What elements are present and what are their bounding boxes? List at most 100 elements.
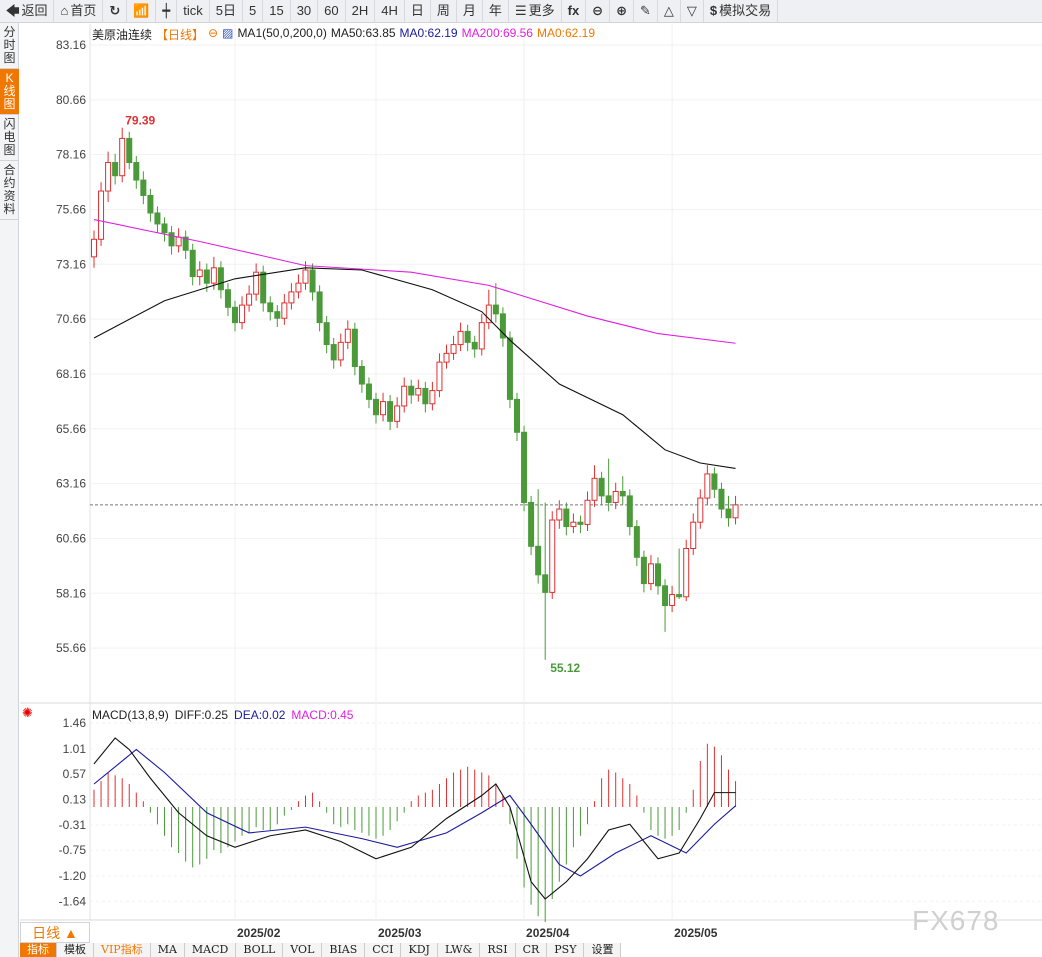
candle-body — [133, 162, 140, 181]
candle-body — [274, 311, 281, 319]
period-selector[interactable]: 日线 ▲ — [20, 922, 90, 943]
toolbar-button-周[interactable]: 周 — [431, 0, 457, 22]
candle — [499, 307, 506, 347]
indicator-tab-模板[interactable]: 模板 — [57, 943, 94, 957]
toolbar-button-zoom-in[interactable]: ⊕ — [610, 0, 634, 22]
candle — [253, 263, 260, 301]
indicator-tab-指标[interactable]: 指标 — [20, 943, 57, 957]
candle-body — [168, 232, 175, 247]
indicator-tab-RSI[interactable]: RSI — [480, 943, 516, 957]
candle-body — [436, 361, 443, 392]
macd-settings-icon[interactable]: ✺ — [22, 705, 33, 720]
candle-body — [408, 385, 415, 396]
candle-body — [683, 548, 690, 598]
candle-body — [358, 365, 365, 385]
toolbar-button-4H[interactable]: 4H — [375, 0, 405, 22]
price-tick-label: 63.16 — [56, 477, 86, 491]
candle — [168, 226, 175, 255]
toolbar-button-bar-chart[interactable]: 📶 — [127, 0, 157, 22]
candle-body — [570, 521, 577, 528]
left-tab-kline[interactable]: K线图 — [0, 69, 19, 115]
candle — [591, 465, 598, 507]
indicator-tab-KDJ[interactable]: KDJ — [401, 943, 438, 957]
candle — [655, 557, 661, 595]
indicator-tab-BOLL[interactable]: BOLL — [236, 943, 284, 957]
candle-body — [246, 293, 253, 306]
indicator-tab-MACD[interactable]: MACD — [184, 943, 237, 957]
toolbar-button-2H[interactable]: 2H — [346, 0, 376, 22]
candle — [408, 379, 415, 404]
toolbar-button-日[interactable]: 日 — [405, 0, 431, 22]
toolbar-button-5日[interactable]: 5日 — [210, 0, 243, 22]
toolbar-button-tick[interactable]: tick — [177, 0, 210, 22]
candle-body — [655, 563, 661, 587]
candle — [358, 359, 365, 393]
candle — [422, 381, 429, 413]
candle — [492, 283, 499, 323]
candle — [535, 489, 542, 584]
candle — [676, 548, 683, 599]
candle — [598, 471, 605, 505]
toolbar-button-triangle-up[interactable]: △ — [658, 0, 681, 22]
triangle-down-icon: ▽ — [686, 3, 697, 18]
candle-body — [619, 490, 626, 497]
left-tab-contract-info[interactable]: 合约资料 — [0, 161, 19, 220]
candle-body — [647, 563, 654, 585]
candle — [112, 153, 119, 185]
indicator-tab-PSY[interactable]: PSY — [547, 943, 585, 957]
candle-body — [563, 508, 570, 528]
settings-icon[interactable]: ⊖ — [208, 26, 219, 40]
indicator-tab-BIAS[interactable]: BIAS — [322, 943, 366, 957]
toolbar-button-30[interactable]: 30 — [291, 0, 319, 22]
toolbar-button-5[interactable]: 5 — [243, 0, 264, 22]
toolbar-button-更多[interactable]: ☰ 更多 — [509, 0, 562, 22]
toolbar-button-返回[interactable]: 🡄 返回 — [0, 0, 55, 22]
candle-body — [640, 556, 647, 585]
toolbar-button-年[interactable]: 年 — [483, 0, 509, 22]
candle — [267, 296, 274, 321]
candle-body — [295, 282, 302, 293]
toolbar-button-candlestick[interactable]: ┿ — [156, 0, 178, 22]
toolbar-button-refresh[interactable]: ↻ — [103, 0, 128, 22]
candle-body — [224, 289, 231, 308]
toolbar-button-pen[interactable]: ✎ — [634, 0, 658, 22]
candle-body — [506, 337, 513, 400]
indicator-icon[interactable]: ▨ — [222, 26, 234, 40]
toolbar-button-月[interactable]: 月 — [457, 0, 483, 22]
toolbar-button-triangle-down[interactable]: ▽ — [681, 0, 704, 22]
indicator-tab-MA[interactable]: MA — [150, 943, 185, 957]
zoom-out-icon: ⊖ — [592, 3, 604, 18]
indicator-tab-CCI[interactable]: CCI — [365, 943, 402, 957]
indicator-tabs: 指标 模板 VIP指标 MA MACD BOLL VOL BIAS CCI KDJ LW& RSI CR… — [20, 943, 622, 957]
left-tab-time-chart[interactable]: 分时图 — [0, 23, 19, 69]
candle-body — [450, 344, 457, 354]
candle — [323, 316, 330, 354]
toolbar-button-60[interactable]: 60 — [318, 0, 346, 22]
candle-body — [478, 322, 485, 350]
candle — [98, 182, 105, 246]
toolbar-button-zoom-out[interactable]: ⊖ — [586, 0, 611, 22]
candle — [196, 261, 203, 286]
price-tick-label: 68.16 — [56, 367, 86, 381]
toolbar-button-15[interactable]: 15 — [263, 0, 291, 22]
x-tick-label: 2025/02 — [237, 926, 281, 940]
left-tab-flash-chart[interactable]: 闪电图 — [0, 115, 19, 161]
macd-tick-label: -0.31 — [59, 818, 87, 832]
candle — [436, 353, 443, 398]
toolbar-button-formula[interactable]: fx — [562, 0, 587, 22]
indicator-tab-VIP指标[interactable]: VIP指标 — [94, 943, 151, 957]
macd-tick-label: -1.64 — [59, 894, 87, 908]
toolbar-label: 模拟交易 — [719, 3, 772, 18]
indicator-tab-设置[interactable]: 设置 — [584, 943, 622, 957]
diff-value: DIFF:0.25 — [174, 708, 229, 722]
indicator-tab-CR[interactable]: CR — [515, 943, 548, 957]
candle — [478, 313, 485, 356]
candle-body — [351, 328, 358, 367]
candle-body — [337, 341, 344, 361]
toolbar-button-首页[interactable]: ⌂ 首页 — [54, 0, 104, 22]
indicator-tab-VOL[interactable]: VOL — [283, 943, 323, 957]
toolbar-label: 60 — [324, 3, 339, 18]
indicator-tab-LW&[interactable]: LW& — [437, 943, 481, 957]
toolbar-button-模拟交易[interactable]: $ 模拟交易 — [704, 0, 779, 22]
candle-body — [422, 387, 429, 405]
